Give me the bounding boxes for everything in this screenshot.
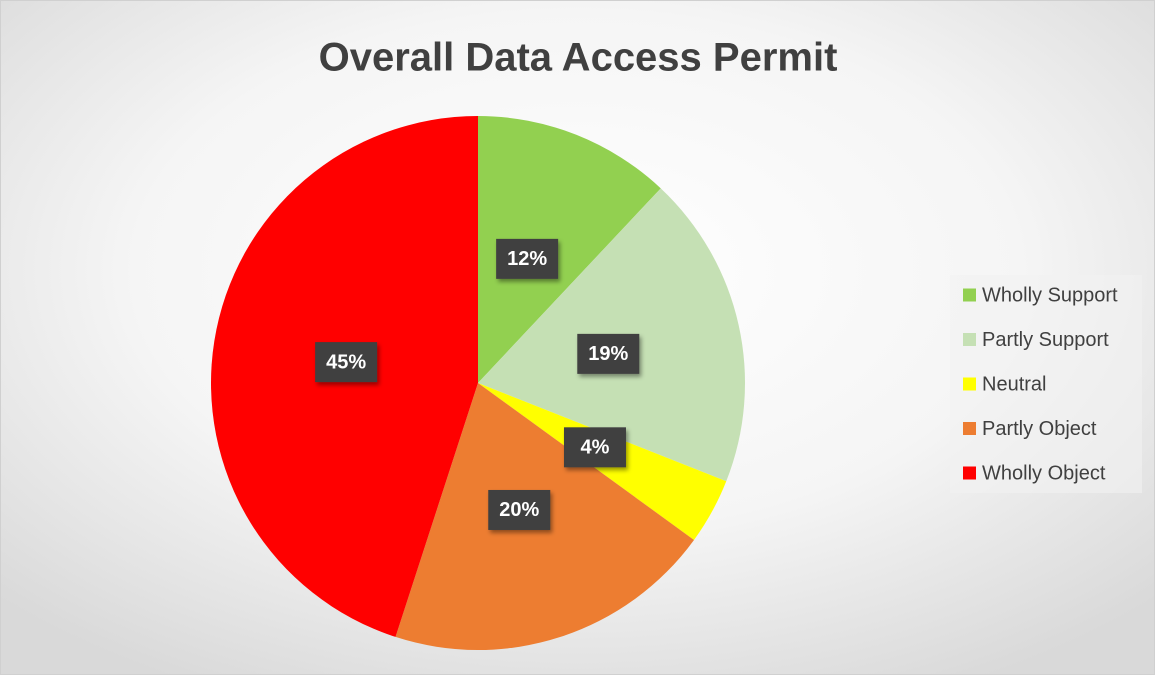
chart-title: Overall Data Access Permit [319,36,838,80]
data-label: 20% [499,499,539,521]
data-label-box [577,333,640,374]
legend-label: Wholly Object [982,462,1106,484]
legend-label: Partly Object [982,418,1097,440]
legend-swatch [963,466,976,480]
legend-swatch [963,333,976,346]
legend-swatch [963,377,976,391]
data-label: 19% [588,343,628,365]
legend-label: Wholly Support [982,284,1118,306]
legend-label: Neutral [982,373,1046,395]
data-label-box [496,238,559,279]
data-label: 12% [507,248,547,270]
data-label: 45% [326,351,366,373]
legend-background [950,275,1142,493]
legend-swatch [963,422,976,435]
legend-swatch [963,288,976,302]
data-label-box [488,489,551,530]
data-label: 4% [581,437,610,459]
pie-slice [478,116,661,383]
legend-label: Partly Support [982,329,1109,351]
data-label-box [315,342,378,383]
data-label-box [563,427,626,468]
